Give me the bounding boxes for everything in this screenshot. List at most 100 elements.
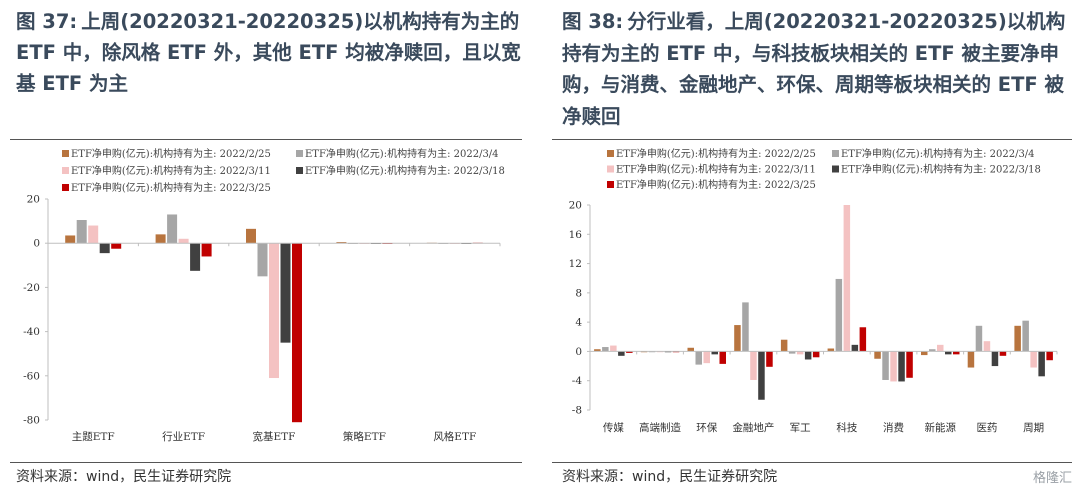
- bar: [269, 243, 279, 379]
- figure-38-title-text: 分行业看，上周(20220321-20220325)以机构持有为主的 ETF 中…: [562, 10, 1066, 128]
- y-tick-label: -4: [572, 375, 583, 387]
- y-tick-label: -60: [23, 370, 40, 382]
- bar: [602, 347, 609, 352]
- bar: [882, 351, 889, 380]
- legend-label: ETF净申购(亿元):机构持有为主: 2022/3/18: [841, 163, 1041, 176]
- bar: [937, 344, 944, 352]
- x-category-label: 传媒: [603, 421, 625, 434]
- y-tick-label: 12: [569, 258, 582, 270]
- bar: [626, 351, 633, 353]
- bar: [945, 351, 952, 355]
- legend-label: ETF净申购(亿元):机构持有为主: 2022/3/4: [305, 147, 499, 160]
- bar: [594, 349, 601, 352]
- legend-swatch: [296, 167, 303, 174]
- legend-swatch: [296, 150, 303, 157]
- legend-label: ETF净申购(亿元):机构持有为主: 2022/3/18: [305, 164, 505, 177]
- bar: [953, 351, 960, 355]
- bar: [280, 243, 291, 343]
- figure-37-title: 图 37: 上周(20220321-20220325)以机构持有为主的 ETF 中…: [16, 6, 521, 99]
- x-category-label: 主题ETF: [72, 431, 115, 443]
- legend-label: ETF净申购(亿元):机构持有为主: 2022/2/25: [71, 147, 271, 160]
- bar: [99, 243, 110, 254]
- x-category-label: 周期: [1023, 422, 1044, 434]
- bar: [991, 351, 999, 367]
- y-tick-label: 0: [33, 238, 40, 250]
- legend-swatch: [832, 150, 839, 157]
- bar: [155, 234, 166, 244]
- bar: [1014, 325, 1021, 352]
- legend-swatch: [607, 165, 614, 173]
- figure-38-source: 资料来源：wind，民生证券研究院: [562, 469, 778, 485]
- legend-swatch: [607, 150, 614, 157]
- x-category-label: 新能源: [925, 421, 957, 434]
- bar: [796, 351, 804, 355]
- figure-37-chart: ETF净申购(亿元):机构持有为主: 2022/2/25 ETF净申购(亿元):机…: [23, 147, 505, 443]
- bar: [336, 242, 347, 244]
- bar: [788, 351, 796, 354]
- x-category-label: 高端制造: [639, 421, 681, 434]
- bar: [874, 351, 881, 359]
- bar: [246, 228, 256, 244]
- bar: [76, 220, 87, 244]
- bar: [750, 351, 757, 380]
- y-tick-label: 20: [569, 200, 582, 212]
- legend-label: ETF净申购(亿元):机构持有为主: 2022/3/11: [71, 164, 271, 177]
- bar: [812, 351, 820, 358]
- bar: [890, 351, 897, 382]
- y-tick-label: 0: [575, 346, 582, 358]
- x-category-label: 宽基ETF: [253, 430, 296, 443]
- legend-label: ETF净申购(亿元):机构持有为主: 2022/3/11: [616, 163, 816, 176]
- x-category-label: 医药: [976, 422, 997, 434]
- figure-38-number: 图 38:: [562, 10, 624, 33]
- bar: [859, 327, 867, 352]
- bar: [851, 344, 859, 352]
- bar: [65, 235, 76, 244]
- y-tick-label: 8: [575, 287, 582, 299]
- legend-label: ETF净申购(亿元):机构持有为主: 2022/3/25: [71, 181, 271, 194]
- figure-37-panel: 图 37: 上周(20220321-20220325)以机构持有为主的 ETF 中…: [0, 0, 530, 490]
- brand-watermark: 格隆汇: [1032, 471, 1072, 486]
- figure-38-panel: 图 38: 分行业看，上周(20220321-20220325)以机构持有为主的 …: [552, 0, 1080, 490]
- bar: [1022, 320, 1029, 352]
- figure-38-chart: ETF净申购(亿元):机构持有为主: 2022/2/25 ETF净申购(亿元):机…: [569, 147, 1058, 434]
- bar: [766, 351, 773, 367]
- bar: [898, 351, 905, 382]
- bar: [687, 347, 694, 352]
- y-tick-label: 4: [575, 317, 582, 329]
- y-tick-label: -8: [572, 405, 582, 417]
- x-category-label: 科技: [836, 421, 858, 434]
- bar: [906, 351, 913, 378]
- x-category-label: 军工: [790, 422, 811, 434]
- x-category-label: 环保: [696, 421, 717, 434]
- bar: [835, 278, 843, 352]
- bar: [780, 339, 788, 352]
- legend-swatch: [62, 184, 69, 191]
- bar: [843, 205, 851, 352]
- x-category-label: 风格ETF: [433, 430, 476, 443]
- bar: [292, 243, 302, 423]
- bar: [201, 243, 212, 257]
- y-tick-label: -80: [23, 415, 40, 427]
- bar: [967, 351, 975, 368]
- figure-37-top-rule: [10, 139, 522, 140]
- legend-label: ETF净申购(亿元):机构持有为主: 2022/3/4: [841, 147, 1035, 160]
- figure-38-bottom-rule: [552, 462, 1072, 463]
- bar: [804, 351, 812, 360]
- bar: [190, 243, 201, 271]
- bar: [178, 238, 189, 244]
- figure-38-title: 图 38: 分行业看，上周(20220321-20220325)以机构持有为主的 …: [562, 6, 1074, 132]
- y-tick-label: 16: [569, 229, 583, 241]
- bar: [734, 325, 741, 352]
- figure-37-bottom-rule: [10, 462, 522, 463]
- bar: [257, 243, 268, 277]
- figure-37-source: 资料来源：wind，民生证券研究院: [16, 469, 232, 485]
- legend-label: ETF净申购(亿元):机构持有为主: 2022/3/25: [616, 178, 816, 191]
- figure-37-number: 图 37:: [16, 10, 78, 33]
- bar: [1038, 351, 1045, 377]
- bar: [827, 348, 835, 352]
- bar: [758, 351, 765, 400]
- bar: [983, 341, 991, 352]
- bar: [111, 243, 122, 249]
- bar: [167, 214, 178, 244]
- legend-swatch: [832, 165, 839, 173]
